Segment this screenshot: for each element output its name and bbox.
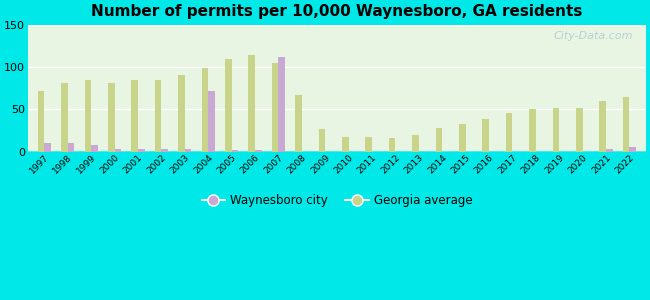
Bar: [255, 150, 261, 152]
Bar: [459, 124, 465, 152]
Bar: [61, 83, 68, 152]
Bar: [576, 108, 582, 152]
Bar: [482, 119, 489, 152]
Bar: [623, 97, 629, 152]
Bar: [208, 91, 214, 152]
Legend: Waynesboro city, Georgia average: Waynesboro city, Georgia average: [197, 189, 477, 212]
Bar: [44, 143, 51, 152]
Bar: [131, 80, 138, 152]
Bar: [155, 80, 161, 152]
Bar: [185, 149, 191, 152]
Bar: [629, 146, 636, 152]
Bar: [599, 101, 606, 152]
Title: Number of permits per 10,000 Waynesboro, GA residents: Number of permits per 10,000 Waynesboro,…: [91, 4, 582, 19]
Bar: [606, 149, 612, 152]
Bar: [231, 150, 238, 152]
Bar: [84, 80, 91, 152]
Bar: [529, 109, 536, 152]
Bar: [342, 137, 348, 152]
Bar: [108, 83, 114, 152]
Bar: [318, 129, 325, 152]
Bar: [506, 112, 512, 152]
Text: City-Data.com: City-Data.com: [554, 31, 634, 41]
Bar: [412, 135, 419, 152]
Bar: [436, 128, 442, 152]
Bar: [138, 149, 144, 152]
Bar: [161, 149, 168, 152]
Bar: [202, 68, 208, 152]
Bar: [295, 95, 302, 152]
Bar: [389, 138, 395, 152]
Bar: [225, 59, 231, 152]
Bar: [38, 91, 44, 152]
Bar: [248, 55, 255, 152]
Bar: [278, 57, 285, 152]
Bar: [552, 108, 559, 152]
Bar: [114, 149, 121, 152]
Bar: [178, 75, 185, 152]
Bar: [91, 145, 98, 152]
Bar: [272, 63, 278, 152]
Bar: [365, 137, 372, 152]
Bar: [68, 143, 74, 152]
